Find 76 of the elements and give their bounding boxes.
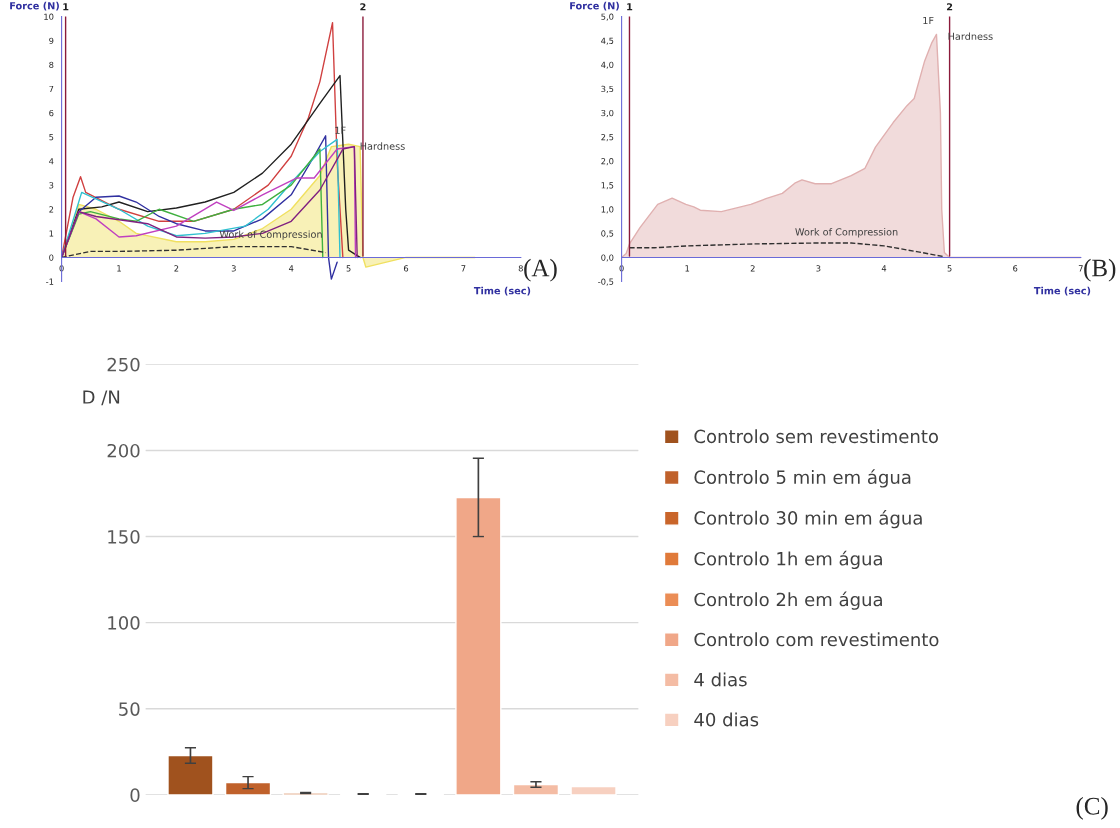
y-tick-label: -0,5 — [598, 278, 614, 286]
legend-label: Controlo 2h em água — [694, 591, 882, 610]
y-tick-label: 2,0 — [601, 158, 614, 166]
text: (C) — [1076, 797, 1108, 820]
x-tick-label: 5 — [346, 265, 351, 272]
annotation: 2 — [946, 3, 953, 11]
y-tick-label: 4,0 — [601, 61, 614, 69]
x-tick-label: 3 — [231, 265, 236, 272]
y-tick-label: 50 — [119, 702, 140, 716]
line-series — [628, 242, 944, 258]
y-tick-label: 5,0 — [601, 13, 614, 21]
legend-label: 4 dias — [694, 672, 747, 687]
y-tick-label: 3 — [49, 182, 54, 189]
y-tick-label: 3,5 — [601, 85, 614, 93]
y-tick-label: 4 — [49, 158, 54, 165]
y-tick-label: 5 — [49, 134, 54, 141]
bar — [455, 496, 502, 795]
x-tick-label: 1 — [685, 265, 690, 272]
x-tick-label: 3 — [816, 265, 821, 272]
x-tick-label: 2 — [750, 265, 755, 272]
annotation: 1 — [63, 3, 69, 11]
x-tick-label: 4 — [288, 265, 294, 272]
x-tick-label: 4 — [881, 265, 887, 272]
legend-label: Controlo 1h em água — [694, 550, 882, 570]
annotation: 2 — [360, 3, 366, 11]
x-tick-label: 5 — [947, 265, 952, 272]
y-tick-label: 0 — [49, 254, 54, 261]
y-tick-label: 4,5 — [601, 37, 614, 45]
y-tick-label: 2 — [49, 206, 54, 213]
y-tick-label: 150 — [108, 530, 140, 544]
y-tick-label: 3,0 — [601, 109, 614, 118]
y-tick-label: 0 — [130, 788, 140, 802]
x-tick-label: 2 — [174, 265, 179, 272]
x-tick-label: 0 — [59, 265, 64, 272]
annotation: 1F — [923, 16, 934, 25]
line-series — [61, 21, 344, 259]
bar — [224, 781, 272, 795]
y-tick-label: 250 — [107, 357, 140, 372]
x-tick-label: 8 — [518, 265, 523, 272]
y-tick-label: 0,0 — [601, 254, 614, 262]
x-axis-title: Time (sec) — [473, 286, 531, 296]
y-tick-label: 100 — [108, 616, 140, 630]
y-axis-title: Force (N) — [570, 1, 619, 11]
annotation: Work of Compression — [795, 228, 898, 238]
y-tick-label: 8 — [49, 61, 54, 69]
legend-label: Controlo sem revestimento — [694, 429, 938, 444]
x-tick-label: 7 — [461, 265, 466, 272]
y-tick-label: 1,0 — [601, 206, 614, 214]
y-tick-label: 7 — [49, 85, 54, 92]
legend-label: Controlo com revestimento — [694, 632, 939, 647]
x-tick-label: 0 — [619, 265, 624, 272]
annotation: 1 — [627, 3, 633, 11]
bar — [570, 785, 617, 795]
x-tick-label: 6 — [403, 265, 409, 272]
x-tick-label: 7 — [1078, 265, 1083, 272]
y-tick-label: 1 — [49, 230, 54, 237]
bar — [512, 783, 560, 795]
y-tick-label: 1,5 — [601, 182, 614, 190]
x-tick-label: 6 — [1013, 265, 1018, 272]
y-tick-label: 0,5 — [601, 230, 614, 238]
legend-label: Controlo 30 min em água — [694, 510, 922, 529]
legend-label: Controlo 5 min em água — [694, 469, 911, 488]
y-tick-label: 9 — [49, 37, 54, 44]
y-tick-label: 2,5 — [601, 133, 614, 142]
y-tick-label: 200 — [107, 443, 140, 458]
text: (B) — [1084, 258, 1116, 282]
legend-label: 40 dias — [694, 712, 759, 727]
y-axis-title: Force (N) — [10, 1, 59, 11]
bar — [167, 754, 214, 795]
x-tick-label: 1 — [117, 265, 121, 272]
text: (A) — [524, 258, 557, 282]
x-axis-title: Time (sec) — [1033, 286, 1091, 296]
y-tick-label: -1 — [46, 278, 54, 285]
y-axis-title: D /N — [83, 390, 120, 406]
y-tick-label: 6 — [49, 109, 54, 117]
y-tick-label: 10 — [44, 13, 54, 20]
